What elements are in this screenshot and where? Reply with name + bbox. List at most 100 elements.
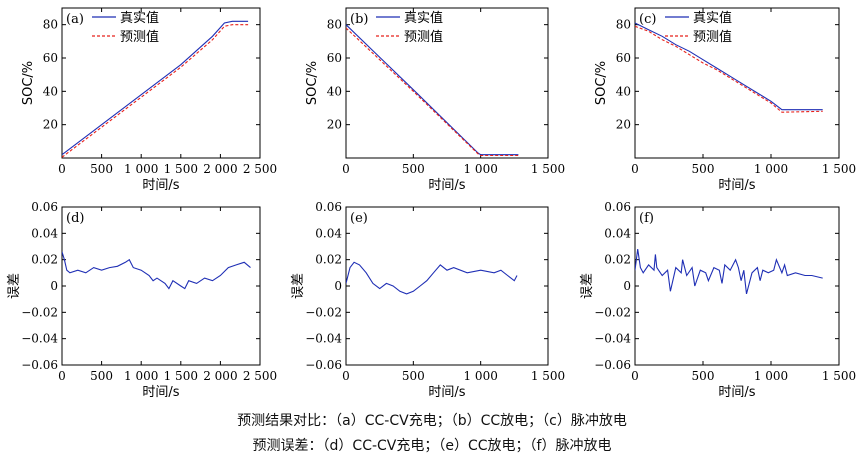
y-axis-label: SOC/% [594, 61, 609, 105]
y-tick-label: −0.02 [21, 305, 58, 319]
panel-label: (a) [66, 12, 84, 27]
y-tick-label: −0.06 [21, 358, 58, 372]
series-line-true [635, 22, 823, 111]
x-tick-label: 0 [342, 369, 350, 383]
x-axis-label: 时间/s [428, 385, 465, 400]
x-axis-label: 时间/s [718, 385, 755, 400]
panel-label: (c) [639, 12, 656, 27]
legend-entry: 真实值 [404, 10, 443, 26]
y-tick-label: 0.04 [604, 226, 631, 240]
legend-entry: 预测值 [693, 29, 732, 45]
series-line-error [62, 251, 251, 290]
y-tick-label: 0 [623, 279, 631, 293]
chart-panel-a: 0 500 1 000 1 500 2 000 2 500 20 40 60 80 时间/s SOC/… [21, 7, 277, 193]
x-tick-label: 500 [692, 162, 715, 176]
plot-frame [634, 7, 840, 159]
x-axis-label: 时间/s [142, 178, 179, 193]
y-tick-label: −0.04 [594, 332, 631, 346]
y-tick-label: −0.06 [305, 358, 342, 372]
x-tick-label: 500 [90, 369, 113, 383]
y-axis-label: 误差 [580, 273, 595, 299]
panel-label: (e) [350, 211, 368, 226]
y-tick-label: 0.06 [31, 200, 58, 214]
x-axis-label: 时间/s [142, 385, 179, 400]
series-line-true [346, 24, 519, 156]
panel-label: (b) [350, 12, 368, 27]
chart-panel-f: 0 500 1 000 1 500 −0.06 −0.04 −0.02 0 0.02 0.04 0.… [580, 200, 856, 400]
x-tick-label: 1 000 [754, 369, 788, 383]
series-line-error [346, 261, 518, 295]
legend-entry: 预测值 [404, 29, 443, 45]
chart-panel-d: 0 500 1 000 1 500 2 000 2 500 −0.06 −0.04 −0.02 0… [7, 200, 277, 400]
x-tick-label: 1 000 [754, 162, 788, 176]
y-tick-label: −0.06 [594, 358, 631, 372]
y-tick-label: −0.02 [594, 305, 631, 319]
caption-bottom: 预测误差：（d）CC-CV充电；（e）CC放电；（f）脉冲放电 [252, 438, 612, 454]
y-tick-label: 0.02 [31, 253, 58, 267]
x-tick-label: 500 [90, 162, 113, 176]
plot-frame [345, 7, 549, 159]
y-tick-label: −0.04 [305, 332, 342, 346]
plot-frame [61, 206, 261, 366]
y-tick-label: 60 [616, 51, 631, 65]
y-axis-label: 误差 [7, 273, 22, 299]
x-axis-label: 时间/s [428, 178, 465, 193]
y-axis-label: SOC/% [21, 61, 36, 105]
y-tick-label: 0 [334, 279, 342, 293]
x-tick-label: 2 500 [243, 369, 277, 383]
series-line-error [635, 249, 823, 295]
x-tick-label: 1 000 [463, 162, 497, 176]
x-axis-label: 时间/s [718, 178, 755, 193]
y-tick-label: 80 [43, 18, 58, 32]
y-tick-label: 40 [616, 84, 631, 98]
x-tick-label: 0 [342, 162, 350, 176]
x-tick-label: 0 [58, 369, 66, 383]
x-tick-label: 1 500 [531, 162, 565, 176]
y-tick-label: 0 [50, 279, 58, 293]
y-tick-label: 20 [43, 118, 58, 132]
x-tick-label: 2 500 [243, 162, 277, 176]
y-tick-label: 0.02 [604, 253, 631, 267]
x-tick-label: 0 [631, 369, 639, 383]
y-tick-label: 0.04 [31, 226, 58, 240]
x-tick-label: 1 500 [822, 369, 856, 383]
x-tick-label: 500 [692, 369, 715, 383]
y-tick-label: 80 [616, 18, 631, 32]
y-tick-label: 0.06 [315, 200, 342, 214]
y-tick-label: 0.04 [315, 226, 342, 240]
x-tick-label: 1 500 [531, 369, 565, 383]
y-tick-label: 20 [327, 118, 342, 132]
x-tick-label: 500 [402, 162, 425, 176]
y-tick-label: 60 [327, 51, 342, 65]
panel-label: (d) [66, 211, 84, 226]
y-tick-label: 80 [327, 18, 342, 32]
chart-panel-e: 0 500 1 000 1 500 −0.06 −0.04 −0.02 0 0.02 0.04 0.… [291, 200, 565, 400]
series-line-true [62, 20, 249, 156]
legend-entry: 真实值 [120, 10, 159, 26]
legend-entry: 真实值 [693, 10, 732, 26]
plot-frame [634, 206, 840, 366]
y-tick-label: 20 [616, 118, 631, 132]
x-tick-label: 1 000 [463, 369, 497, 383]
plot-frame [61, 7, 261, 159]
series-line-predicted [346, 27, 519, 157]
x-tick-label: 2 000 [203, 369, 237, 383]
x-tick-label: 1 500 [164, 369, 198, 383]
y-tick-label: 0.02 [315, 253, 342, 267]
y-axis-label: 误差 [291, 273, 306, 299]
x-tick-label: 0 [58, 162, 66, 176]
panel-label: (f) [639, 211, 654, 226]
y-tick-label: −0.04 [21, 332, 58, 346]
caption-top: 预测结果对比：（a）CC-CV充电；（b）CC放电；（c）脉冲放电 [237, 413, 627, 429]
y-tick-label: 40 [327, 84, 342, 98]
series-line-predicted [62, 24, 249, 158]
legend-entry: 预测值 [120, 29, 159, 45]
x-tick-label: 0 [631, 162, 639, 176]
y-tick-label: 60 [43, 51, 58, 65]
x-tick-label: 2 000 [203, 162, 237, 176]
x-tick-label: 1 000 [124, 162, 158, 176]
x-tick-label: 500 [402, 369, 425, 383]
x-tick-label: 1 500 [822, 162, 856, 176]
